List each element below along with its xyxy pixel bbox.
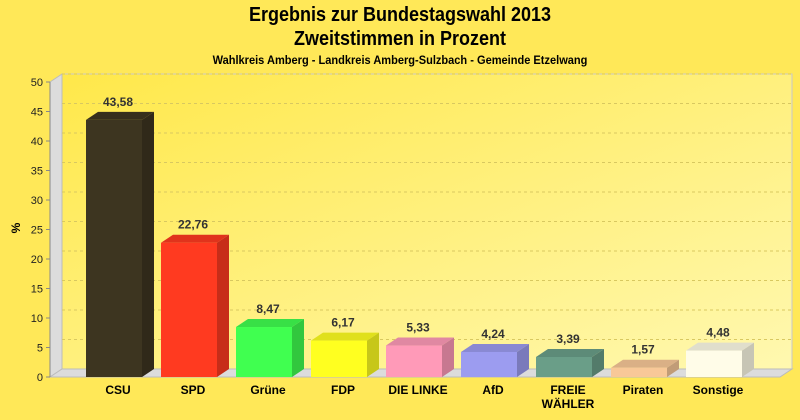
bar-top <box>611 359 679 368</box>
bar-value-label: 6,17 <box>331 316 355 330</box>
bar-value-label: 4,24 <box>481 327 505 341</box>
bar-value-label: 3,39 <box>556 332 580 346</box>
bar-top <box>536 348 604 357</box>
bar-front <box>311 340 367 377</box>
bar-freie-wähler <box>536 348 604 377</box>
bar-value-label: 1,57 <box>631 343 655 357</box>
bar-top <box>311 332 379 341</box>
plot-left-wall <box>49 73 63 378</box>
bar-top <box>461 343 529 352</box>
bar-side <box>142 111 154 378</box>
y-tick-label: 10 <box>31 313 43 325</box>
bar-top <box>161 234 229 243</box>
bar-fdp <box>311 332 379 377</box>
y-tick-label: 50 <box>31 77 43 89</box>
bar-csu <box>86 111 154 378</box>
x-tick-label: FDP <box>331 383 355 397</box>
x-tick-label: Piraten <box>623 383 664 397</box>
bar-side <box>517 343 529 377</box>
bar-grüne <box>236 319 304 377</box>
bar-front <box>161 242 217 377</box>
bar-sonstige <box>686 342 754 377</box>
bar-front <box>386 345 442 377</box>
bar-side <box>742 342 754 377</box>
y-tick-label: 30 <box>31 195 43 207</box>
x-tick-label: AfD <box>482 383 504 397</box>
chart-subtitle: Zweitstimmen in Prozent <box>293 28 507 50</box>
chart-title: Ergebnis zur Bundestagswahl 2013 <box>248 4 552 26</box>
bar-side <box>667 359 679 377</box>
bar-front <box>686 350 742 377</box>
bar-value-label: 4,48 <box>706 326 730 340</box>
bar-side <box>442 337 454 377</box>
bar-front <box>536 356 592 377</box>
bar-top <box>686 342 754 351</box>
bar-side <box>217 234 229 377</box>
y-tick-label: 20 <box>31 254 43 266</box>
bar-value-label: 43,58 <box>103 95 133 109</box>
bar-value-label: 8,47 <box>256 302 280 316</box>
bar-side <box>367 332 379 377</box>
bar-front <box>611 367 667 377</box>
bar-front <box>86 119 142 378</box>
y-tick-label: 35 <box>31 166 43 178</box>
bar-side <box>592 348 604 377</box>
bar-value-label: 22,76 <box>178 218 208 232</box>
bar-front <box>461 351 517 377</box>
bar-side <box>292 319 304 377</box>
bar-top <box>386 337 454 346</box>
bar-front <box>236 327 292 377</box>
x-tick-label: DIE LINKE <box>388 383 447 397</box>
bar-afd <box>461 343 529 377</box>
y-tick-label: 5 <box>37 343 43 355</box>
chart-subtitle-location: Wahlkreis Amberg - Landkreis Amberg-Sulz… <box>212 53 588 67</box>
x-tick-label: CSU <box>105 383 130 397</box>
x-tick-label: Grüne <box>250 383 286 397</box>
x-tick-label: Sonstige <box>693 383 744 397</box>
y-tick-label: 40 <box>31 136 43 148</box>
y-tick-label: 0 <box>37 372 43 384</box>
y-tick-label: 25 <box>31 225 43 237</box>
bar-piraten <box>611 359 679 377</box>
y-axis-label: % <box>9 222 23 233</box>
bar-die-linke <box>386 337 454 377</box>
x-tick-label: FREIE WÄHLER <box>542 383 595 411</box>
y-tick-label: 45 <box>31 107 43 119</box>
bar-top <box>236 319 304 328</box>
y-tick-label: 15 <box>31 284 43 296</box>
bar-spd <box>161 234 229 377</box>
x-tick-label: SPD <box>181 383 206 397</box>
bar-value-label: 5,33 <box>406 321 430 335</box>
bar-top <box>86 111 154 120</box>
